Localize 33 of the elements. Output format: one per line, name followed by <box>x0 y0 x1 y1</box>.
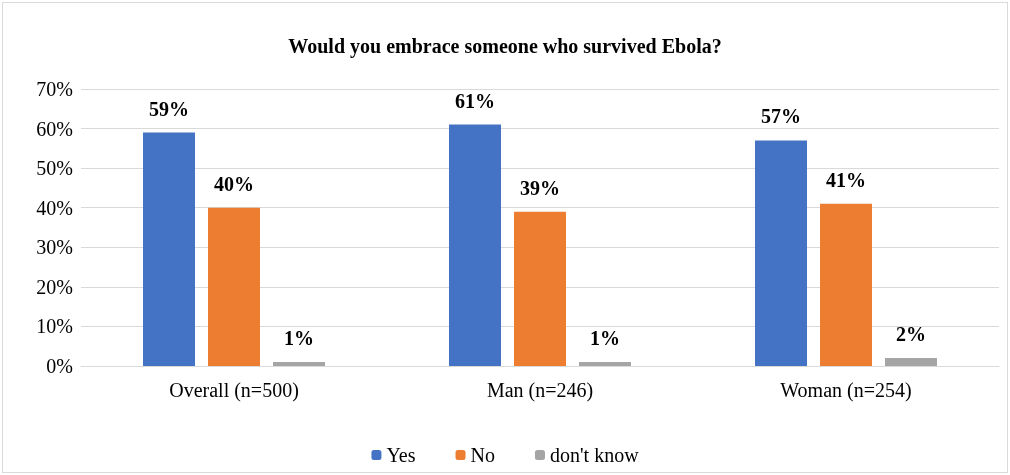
x-tick-label: Woman (n=254) <box>780 379 912 402</box>
y-tick-label: 20% <box>36 275 73 298</box>
legend-label: don't know <box>549 444 640 466</box>
x-tick-label: Man (n=246) <box>486 379 594 402</box>
y-tick-label: 60% <box>36 117 73 140</box>
data-label: 39% <box>520 176 560 199</box>
bar <box>449 124 501 366</box>
data-label: 61% <box>455 89 495 112</box>
data-label: 1% <box>590 327 620 350</box>
y-tick-label: 0% <box>46 355 73 377</box>
bar <box>514 211 566 366</box>
bar <box>208 207 260 366</box>
chart-title: Would you embrace someone who survived Ebola? <box>288 35 722 58</box>
bar <box>273 362 325 366</box>
data-label: 59% <box>149 97 189 120</box>
bar <box>579 362 631 366</box>
bar <box>755 140 807 366</box>
bar <box>820 203 872 366</box>
data-label: 40% <box>214 172 254 195</box>
x-tick-label: Overall (n=500) <box>169 379 299 402</box>
y-tick-label: 30% <box>36 236 73 259</box>
y-tick-label: 10% <box>36 315 73 338</box>
y-tick-label: 50% <box>36 157 73 180</box>
y-tick-label: 40% <box>36 196 73 219</box>
data-label: 57% <box>761 105 801 128</box>
legend-label: No <box>470 444 495 466</box>
bar <box>885 358 937 366</box>
y-tick-label: 70% <box>36 78 73 100</box>
bar <box>143 132 195 366</box>
data-label: 41% <box>826 168 866 191</box>
legend-label: Yes <box>386 444 416 466</box>
data-label: 1% <box>284 327 314 350</box>
data-label: 2% <box>896 323 926 346</box>
